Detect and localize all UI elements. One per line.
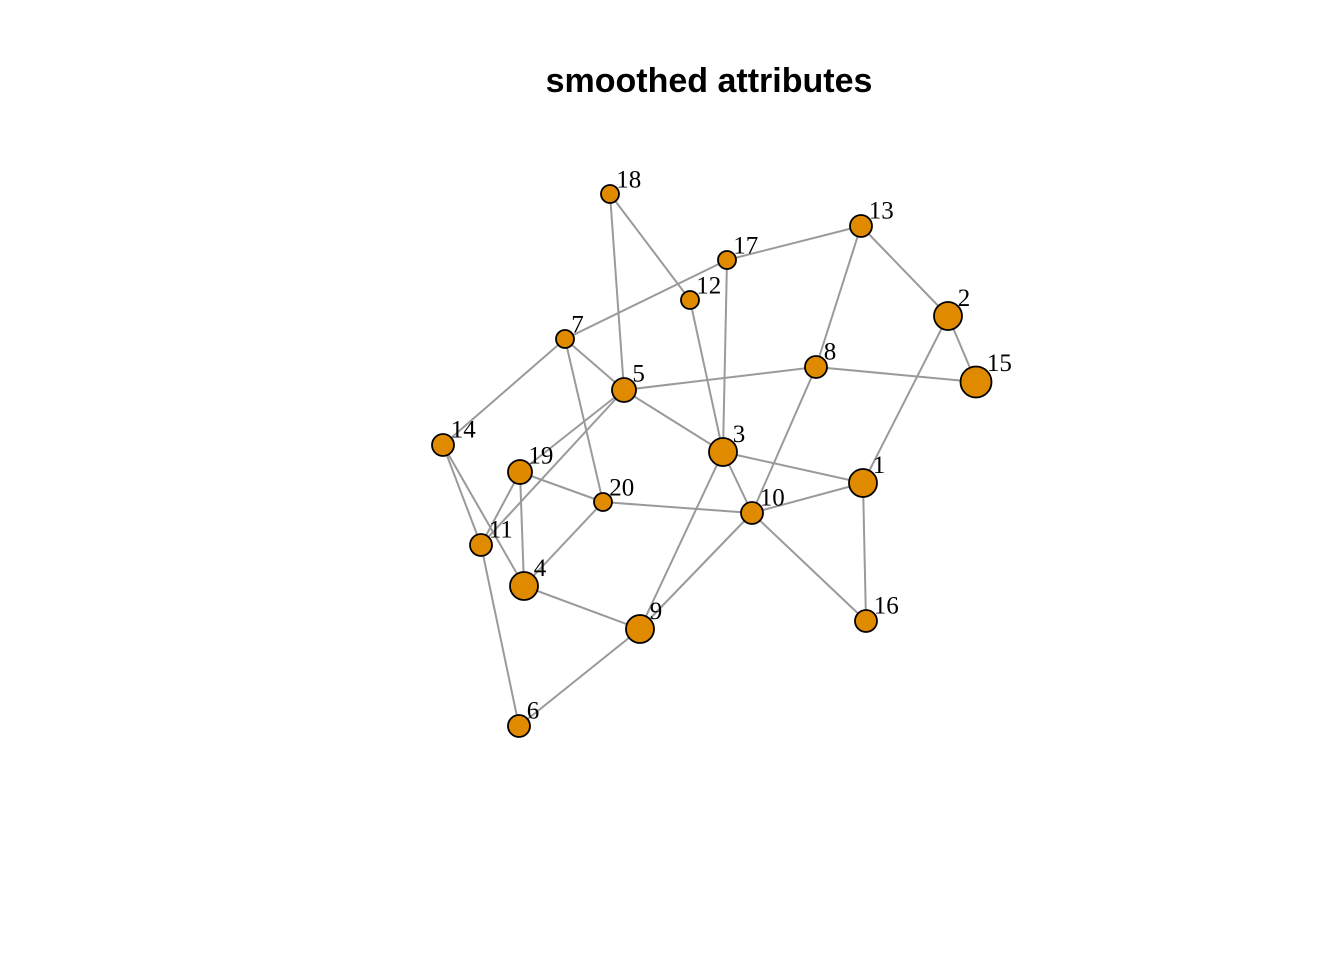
node-12[interactable]: [680, 290, 700, 310]
node-15[interactable]: [959, 365, 993, 399]
edge-13-2: [860, 225, 949, 317]
edge-19-11: [480, 471, 521, 546]
edge-2-1: [862, 315, 949, 484]
node-13[interactable]: [849, 214, 873, 238]
node-label-16: 16: [874, 592, 899, 619]
node-8[interactable]: [804, 355, 828, 379]
node-label-5: 5: [632, 361, 645, 388]
node-label-14: 14: [451, 416, 477, 443]
edge-5-8: [623, 366, 817, 391]
node-10[interactable]: [740, 501, 764, 525]
node-label-3: 3: [733, 421, 746, 448]
edge-4-9: [523, 585, 641, 630]
edge-5-19: [519, 389, 625, 473]
edge-19-20: [519, 471, 604, 503]
edge-8-10: [751, 366, 817, 514]
edge-3-1: [722, 451, 864, 484]
edge-17-13: [726, 225, 862, 261]
node-1[interactable]: [848, 468, 878, 498]
edge-9-10: [639, 512, 753, 630]
node-17[interactable]: [717, 250, 737, 270]
node-layer: [431, 184, 993, 738]
node-label-17: 17: [733, 233, 758, 260]
edge-1-10: [751, 482, 864, 514]
node-label-9: 9: [650, 598, 663, 625]
node-label-13: 13: [869, 197, 894, 224]
edge-20-4: [523, 501, 604, 587]
node-label-1: 1: [873, 452, 886, 479]
node-label-20: 20: [609, 475, 634, 502]
edge-5-3: [623, 389, 724, 453]
node-19[interactable]: [507, 459, 533, 485]
edge-7-14: [442, 338, 566, 446]
edge-14-11: [442, 444, 482, 546]
node-18[interactable]: [600, 184, 620, 204]
node-14[interactable]: [431, 433, 455, 457]
node-label-18: 18: [616, 167, 641, 194]
node-label-11: 11: [489, 516, 513, 543]
node-label-19: 19: [528, 443, 553, 470]
edge-11-6: [480, 544, 520, 727]
edge-7-5: [564, 338, 625, 391]
node-label-10: 10: [760, 484, 785, 511]
edge-7-17: [564, 259, 728, 340]
node-6[interactable]: [507, 714, 531, 738]
edge-19-4: [519, 471, 525, 587]
edge-12-3: [689, 299, 724, 453]
graph-title: smoothed attributes: [546, 62, 873, 100]
node-11[interactable]: [469, 533, 493, 557]
node-20[interactable]: [593, 492, 613, 512]
node-2[interactable]: [933, 301, 963, 331]
node-5[interactable]: [611, 377, 637, 403]
edge-14-4: [442, 444, 525, 587]
edge-3-9: [639, 451, 724, 630]
node-16[interactable]: [854, 609, 878, 633]
node-9[interactable]: [625, 614, 655, 644]
node-label-8: 8: [824, 338, 837, 365]
edge-5-11: [480, 389, 625, 546]
node-label-6: 6: [527, 697, 540, 724]
edge-layer: [442, 193, 977, 727]
edge-1-16: [862, 482, 867, 622]
edge-10-16: [751, 512, 867, 622]
node-7[interactable]: [555, 329, 575, 349]
node-3[interactable]: [708, 437, 738, 467]
edge-13-8: [815, 225, 862, 368]
edge-17-3: [722, 259, 728, 453]
edge-9-6: [518, 628, 641, 727]
node-4[interactable]: [509, 571, 539, 601]
node-label-15: 15: [987, 350, 1012, 377]
node-label-7: 7: [571, 312, 584, 339]
edge-18-5: [609, 193, 625, 391]
node-label-4: 4: [534, 555, 547, 582]
edge-8-15: [815, 366, 977, 383]
node-label-2: 2: [958, 285, 971, 312]
node-label-12: 12: [696, 273, 721, 300]
edge-18-12: [609, 193, 691, 301]
edge-20-10: [602, 501, 753, 514]
